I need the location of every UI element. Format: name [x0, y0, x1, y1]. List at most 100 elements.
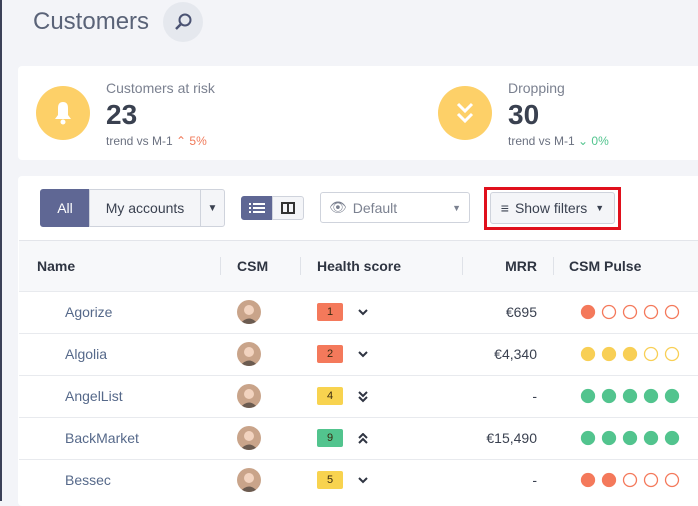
avatar-figure — [240, 347, 258, 366]
column-separator — [462, 257, 463, 275]
mrr: €4,340 — [494, 346, 537, 362]
health-trend — [357, 390, 369, 408]
column-header: CSM — [237, 258, 269, 274]
pulse-dot-filled — [601, 388, 617, 404]
trend-chevron — [358, 477, 368, 484]
trend-label: trend vs M-1 — [508, 134, 575, 148]
csm-pulse — [580, 388, 680, 404]
trend-chevron — [358, 432, 368, 444]
trend-up: ⌃ 5% — [176, 134, 207, 148]
kpi-label: Customers at risk — [106, 80, 215, 96]
customer-name[interactable]: Agorize — [65, 304, 113, 320]
pulse-dot-filled — [622, 430, 638, 446]
trend-value: 5% — [189, 134, 207, 148]
csm-avatar — [237, 342, 261, 366]
pulse-dot-filled — [580, 388, 596, 404]
column-separator — [220, 257, 221, 275]
kpi-trend: trend vs M-1 ⌄ 0% — [508, 134, 609, 148]
csm-pulse — [580, 304, 680, 320]
pulse-dot-filled — [580, 304, 596, 320]
pulse-dot-empty — [601, 304, 617, 320]
mrr: - — [532, 472, 537, 488]
trend-value: 0% — [591, 134, 609, 148]
customer-name[interactable]: AngelList — [65, 388, 123, 404]
all-button[interactable]: All — [40, 189, 90, 227]
column-separator — [553, 257, 554, 275]
health-trend — [357, 474, 369, 492]
table-row — [19, 459, 698, 502]
health-badge: 4 — [317, 387, 343, 405]
health-badge: 5 — [317, 471, 343, 489]
pulse-dot-filled — [664, 430, 680, 446]
pulse-dot-filled — [580, 346, 596, 362]
my-accounts-button[interactable]: My accounts — [89, 189, 201, 227]
search-icon — [175, 13, 192, 30]
kpi-card — [18, 66, 698, 160]
pulse-dot-empty — [643, 304, 659, 320]
health-badge: 2 — [317, 345, 343, 363]
pulse-dot-empty — [664, 304, 680, 320]
pulse-dot-empty — [622, 472, 638, 488]
pulse-dot-filled — [580, 472, 596, 488]
table-row — [19, 291, 698, 334]
pulse-dot-filled — [601, 346, 617, 362]
grid-view[interactable] — [272, 196, 304, 220]
pulse-dot-filled — [622, 346, 638, 362]
csm-pulse — [580, 346, 680, 362]
health-badge: 9 — [317, 429, 343, 447]
customer-name[interactable]: Algolia — [65, 346, 108, 362]
show-filters-label: Show filters — [514, 200, 588, 216]
avatar-figure — [240, 389, 258, 408]
pulse-dot-filled — [664, 388, 680, 404]
customer-name[interactable]: Bessec — [65, 472, 111, 488]
mrr: - — [532, 388, 537, 404]
bell-icon — [36, 86, 90, 140]
column-header: CSM Pulse — [569, 258, 642, 274]
kpi-value: 30 — [508, 99, 540, 130]
csm-avatar — [237, 468, 261, 492]
health-trend — [357, 348, 369, 366]
highlight-box — [484, 187, 621, 230]
pulse-dot-filled — [643, 388, 659, 404]
health-badge: 1 — [317, 303, 343, 321]
pulse-dot-filled — [601, 430, 617, 446]
view-select-label: Default — [352, 199, 398, 216]
list-icon — [249, 203, 265, 213]
pulse-dot-filled — [580, 430, 596, 446]
pulse-dot-filled — [643, 430, 659, 446]
trend-down: ⌄ 0% — [578, 134, 609, 148]
mrr: €15,490 — [486, 430, 537, 446]
csm-avatar — [237, 384, 261, 408]
kpi-trend: trend vs M-1 ⌃ 5% — [106, 134, 207, 148]
pulse-dot-empty — [664, 472, 680, 488]
csm-pulse — [580, 472, 680, 488]
accounts-dropdown[interactable]: ▼ — [200, 189, 225, 227]
column-header: Name — [37, 258, 76, 274]
table-row — [19, 417, 698, 460]
trend-chevron — [358, 391, 368, 403]
pulse-dot-filled — [622, 388, 638, 404]
csm-avatar — [237, 300, 261, 324]
page-title: Customers — [33, 8, 150, 35]
kpi-value: 23 — [106, 99, 138, 130]
csm-avatar — [237, 426, 261, 450]
table-header — [19, 240, 698, 291]
health-trend — [357, 432, 369, 450]
table-row — [19, 375, 698, 418]
avatar-figure — [240, 473, 258, 492]
trend-label: trend vs M-1 — [106, 134, 173, 148]
search-button[interactable] — [163, 2, 203, 42]
show-filters-button[interactable]: ≡ Show filters ▼ — [490, 192, 615, 224]
grid-icon — [281, 202, 295, 214]
customer-name[interactable]: BackMarket — [65, 430, 139, 446]
pulse-dot-filled — [601, 472, 617, 488]
health-trend — [357, 306, 369, 324]
table-row — [19, 333, 698, 376]
view-select[interactable]: 👁 Default ▼ — [320, 192, 470, 223]
list-view[interactable] — [241, 196, 273, 220]
pulse-dot-empty — [643, 346, 659, 362]
pulse-dot-empty — [664, 346, 680, 362]
column-header: MRR — [505, 258, 537, 274]
column-separator — [300, 257, 301, 275]
